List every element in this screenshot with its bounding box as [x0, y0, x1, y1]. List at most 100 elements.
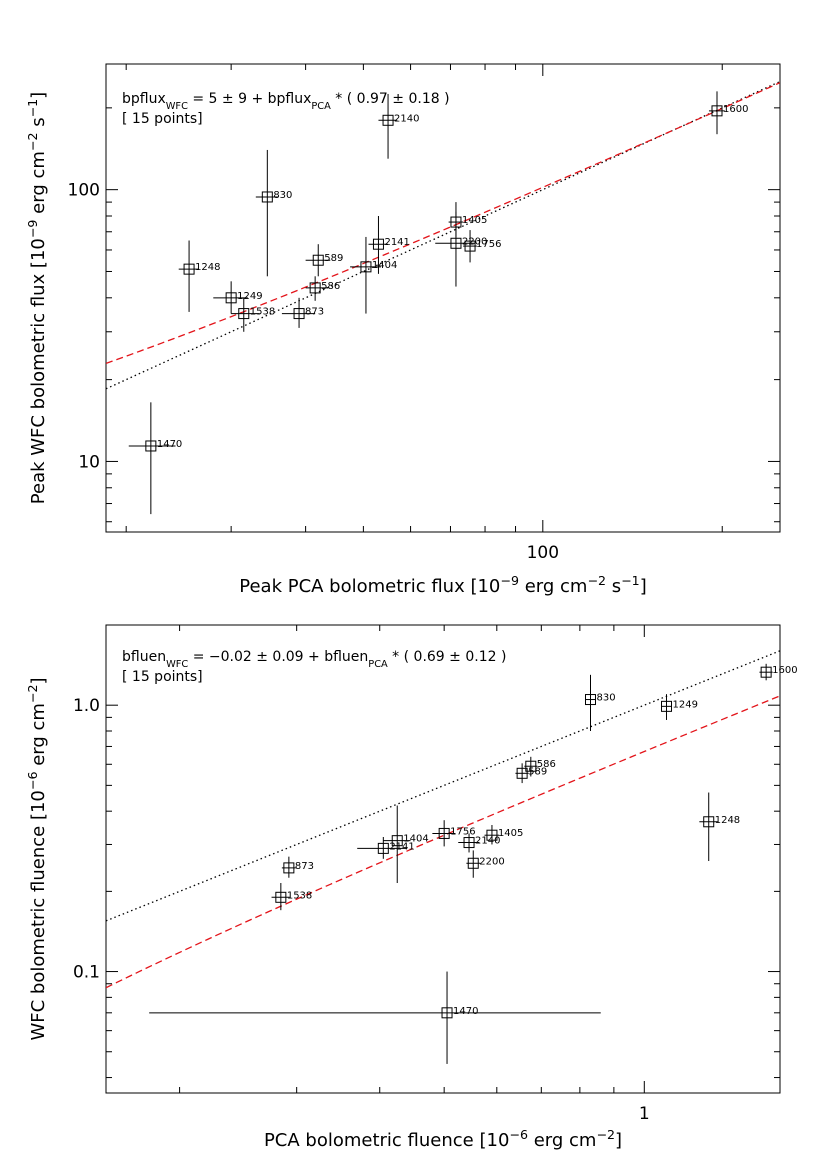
point-label: 1404	[372, 260, 397, 271]
point-label: 1249	[673, 699, 698, 710]
square-marker	[238, 308, 250, 320]
point-label: 2140	[475, 836, 500, 847]
plot-frame	[105, 624, 781, 1094]
square-marker	[516, 767, 528, 779]
data-point: 2140	[458, 833, 500, 853]
data-point: 1249	[213, 281, 263, 314]
x-tick-label: 1	[639, 1104, 650, 1124]
square-marker	[467, 857, 479, 869]
data-point: 1249	[661, 694, 698, 720]
fit-equation: bpfluxWFC = 5 ± 9 + bpfluxPCA * ( 0.97 ±…	[122, 91, 450, 112]
data-point: 1248	[699, 792, 740, 862]
point-label: 1405	[498, 828, 523, 839]
square-marker	[584, 694, 596, 706]
point-label: 1538	[287, 890, 312, 901]
square-marker	[441, 1007, 453, 1019]
point-label: 1600	[723, 104, 748, 115]
square-marker	[275, 891, 287, 903]
point-label: 1756	[450, 826, 475, 837]
square-marker	[464, 240, 476, 252]
square-marker	[438, 827, 450, 839]
data-point: 1404	[350, 236, 397, 314]
square-marker	[283, 862, 295, 874]
square-marker	[711, 105, 723, 117]
square-marker	[183, 263, 195, 275]
data-point: 1538	[271, 883, 312, 911]
data-point: 1756	[463, 230, 502, 263]
data-point: 2140	[378, 93, 420, 159]
y-tick-label: 0.1	[73, 963, 100, 983]
square-marker	[360, 261, 372, 273]
square-marker	[309, 282, 321, 294]
point-label: 1248	[195, 262, 220, 273]
y-axis-label: WFC bolometric fluence [10−6 erg cm−2]	[25, 677, 50, 1040]
point-label: 2140	[394, 113, 419, 124]
data-point: 2141	[357, 836, 415, 859]
point-label: 873	[295, 861, 314, 872]
data-point: 2200	[466, 850, 505, 878]
square-marker	[525, 760, 537, 772]
square-marker	[145, 440, 157, 452]
y-tick-label: 1.0	[73, 696, 100, 716]
square-marker	[377, 842, 389, 854]
y-axis-label: Peak WFC bolometric flux [10−9 erg cm−2 …	[25, 92, 50, 504]
data-point: 1600	[708, 91, 748, 135]
data-point: 1538	[231, 297, 275, 332]
data-point: 1470	[128, 402, 182, 515]
identity-line	[106, 650, 780, 922]
data-point: 1405	[484, 824, 523, 845]
point-label: 873	[305, 307, 324, 318]
point-label: 1249	[237, 291, 262, 302]
square-marker	[703, 816, 715, 828]
y-tick-label: 10	[78, 452, 100, 472]
data-point: 1248	[178, 240, 221, 312]
fit-line	[106, 695, 780, 989]
point-label: 1756	[476, 239, 501, 250]
point-label: 589	[528, 766, 547, 777]
plot-frame	[105, 63, 781, 533]
data-point: 830	[255, 149, 292, 277]
data-point: 830	[584, 674, 616, 731]
square-marker	[450, 237, 462, 249]
point-label: 2141	[389, 841, 414, 852]
point-count: [ 15 points]	[122, 111, 203, 127]
data-point: 589	[515, 763, 547, 784]
data-point: 1404	[383, 805, 429, 884]
fit-line	[106, 82, 780, 365]
point-label: 2141	[384, 237, 409, 248]
axis-ticks	[106, 624, 780, 1093]
flux-panel: 100 10 100 Peak PCA bolometric flux [10−9 e…	[25, 63, 781, 597]
data-point: 2141	[368, 216, 410, 274]
point-label: 1470	[453, 1006, 478, 1017]
x-axis-label: PCA bolometric fluence [10−6 erg cm−2]	[264, 1127, 622, 1152]
data-point: 586	[524, 756, 556, 777]
point-label: 830	[273, 190, 292, 201]
square-marker	[225, 292, 237, 304]
fit-equation: bfluenWFC = −0.02 ± 0.09 + bfluenPCA * (…	[122, 649, 506, 670]
data-point: 586	[305, 276, 340, 301]
data-points: 1470 1248 1249 1538 830 873 586 589 1404 2141 2140…	[128, 91, 748, 515]
point-label: 589	[324, 253, 343, 264]
square-marker	[463, 837, 475, 849]
point-label: 1600	[772, 665, 797, 676]
point-label: 1405	[462, 215, 487, 226]
data-point: 1756	[432, 820, 476, 847]
square-marker	[486, 829, 498, 841]
point-label: 586	[537, 759, 556, 770]
point-label: 1404	[403, 834, 428, 845]
data-point: 1405	[448, 202, 487, 237]
square-marker	[382, 114, 394, 126]
square-marker	[450, 216, 462, 228]
square-marker	[760, 666, 772, 678]
data-point: 1470	[149, 971, 601, 1064]
point-label: 2200	[479, 856, 504, 867]
square-marker	[391, 835, 403, 847]
square-marker	[293, 308, 305, 320]
y-tick-label: 100	[68, 181, 100, 201]
point-label: 586	[321, 281, 340, 292]
square-marker	[661, 700, 673, 712]
data-point: 589	[305, 244, 343, 277]
point-label: 1470	[157, 439, 182, 450]
